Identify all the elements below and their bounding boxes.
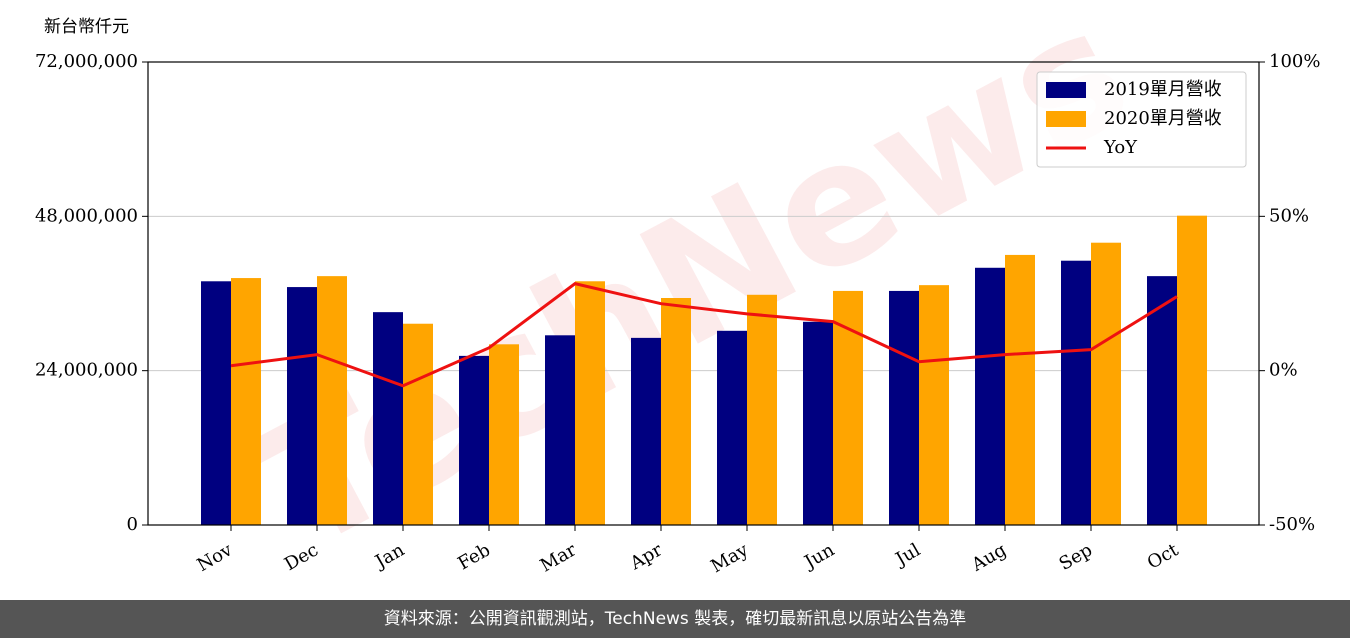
x-tick-label: Apr [626, 539, 666, 574]
plot-frame [147, 61, 1260, 526]
bar [489, 344, 519, 525]
bar [889, 290, 919, 525]
y-tick-label: 0 [127, 514, 138, 535]
bar [717, 330, 747, 525]
bar [1091, 242, 1121, 525]
bar [231, 278, 261, 525]
x-tick-label: May [707, 539, 752, 577]
x-tick-label: Jun [799, 539, 838, 574]
x-tick-label: Oct [1144, 539, 1183, 574]
bar [919, 285, 949, 525]
legend-label: 2019單月營收 [1104, 79, 1222, 100]
bar [403, 323, 433, 525]
legend-swatch [1046, 82, 1086, 98]
y-axis-label: 新台幣仟元 [44, 17, 129, 37]
bar [545, 335, 575, 525]
footer: 資料來源：公開資訊觀測站，TechNews 製表，確切最新訊息以原站公告為準 [0, 600, 1350, 638]
bar [459, 355, 489, 525]
y2-tick-label: 0% [1269, 360, 1298, 381]
x-tick-label: Feb [454, 539, 494, 574]
y-tick-label: 24,000,000 [35, 360, 138, 381]
chart: TechNews 新台幣仟元 024,000,00048,000,00072,0… [35, 0, 1321, 589]
y2-tick-label: -50% [1269, 514, 1315, 535]
bar [317, 276, 347, 525]
bar [631, 337, 661, 525]
bar [975, 267, 1005, 525]
bar [201, 281, 231, 525]
bar [575, 281, 605, 525]
y2-tick-label: 50% [1269, 205, 1309, 226]
bar [833, 290, 863, 525]
x-tick-label: Mar [537, 539, 581, 576]
y-tick-label: 72,000,000 [35, 51, 138, 72]
x-tick-label: Nov [194, 539, 237, 576]
legend-box [1036, 71, 1247, 168]
bar [803, 321, 833, 525]
bar [1005, 254, 1035, 525]
bar [661, 298, 691, 525]
y2-tick-label: 100% [1269, 51, 1320, 72]
bar [747, 294, 777, 525]
bar [287, 287, 317, 525]
legend: 2019單月營收 2020單月營收 YoY [1036, 71, 1247, 168]
legend-swatch [1046, 111, 1086, 127]
legend-label: 2020單月營收 [1104, 108, 1222, 129]
legend-label: YoY [1103, 137, 1138, 158]
x-tick-label: Sep [1056, 539, 1096, 574]
bar [373, 312, 403, 525]
x-tick-label: Aug [967, 539, 1010, 576]
y-tick-label: 48,000,000 [35, 205, 138, 226]
bar [1061, 260, 1091, 525]
bar [1177, 215, 1207, 525]
x-tick-label: Jul [890, 539, 924, 571]
bar [1147, 276, 1177, 525]
yoy-line [230, 282, 1178, 388]
